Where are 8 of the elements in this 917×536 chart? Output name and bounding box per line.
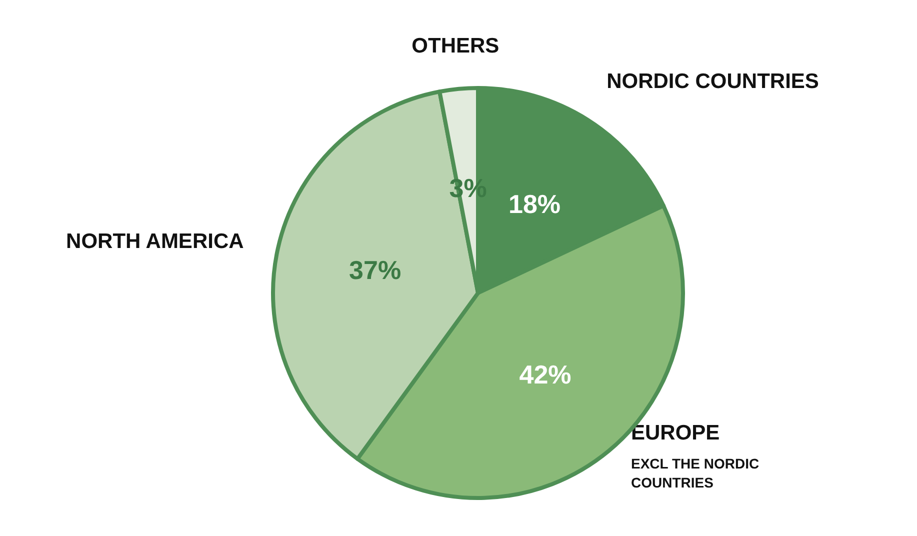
- slice-label: EUROPE: [630, 422, 720, 445]
- slice-label: OTHERS: [412, 34, 500, 58]
- slice-label: NORTH AMERICA: [66, 230, 244, 254]
- slice-label: NORDIC COUNTRIES: [606, 70, 819, 94]
- data-label: 18%: [508, 188, 561, 219]
- text: EXCL THE NORDIC COUNTRIES: [630, 456, 763, 491]
- data-label: 42%: [519, 359, 572, 390]
- data-label: 37%: [349, 254, 402, 285]
